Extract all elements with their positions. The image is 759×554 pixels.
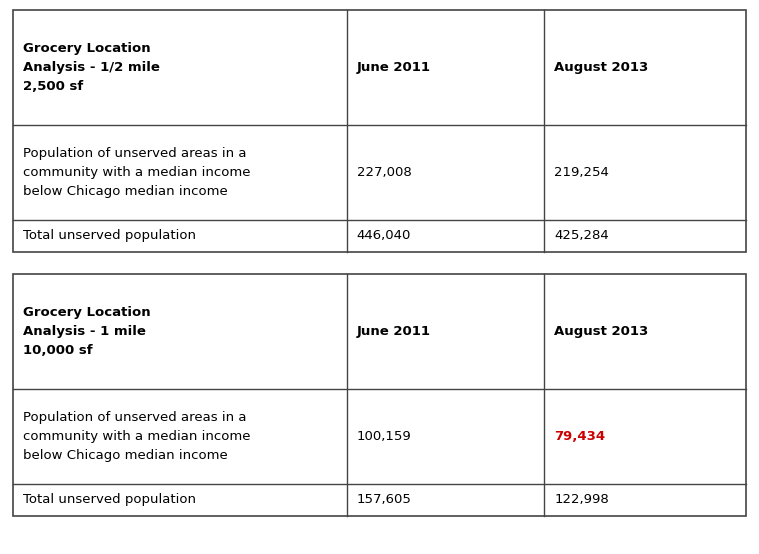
Text: Total unserved population: Total unserved population xyxy=(23,494,196,506)
Text: August 2013: August 2013 xyxy=(554,61,649,74)
Text: 79,434: 79,434 xyxy=(554,430,606,443)
Text: June 2011: June 2011 xyxy=(357,61,430,74)
Text: 425,284: 425,284 xyxy=(554,229,609,243)
Text: 157,605: 157,605 xyxy=(357,494,411,506)
Text: Population of unserved areas in a
community with a median income
below Chicago m: Population of unserved areas in a commun… xyxy=(23,411,250,462)
Bar xyxy=(13,274,746,516)
Text: Total unserved population: Total unserved population xyxy=(23,229,196,243)
Text: 446,040: 446,040 xyxy=(357,229,411,243)
Bar xyxy=(13,10,746,252)
Text: Grocery Location
Analysis - 1/2 mile
2,500 sf: Grocery Location Analysis - 1/2 mile 2,5… xyxy=(23,42,160,93)
Text: 219,254: 219,254 xyxy=(554,166,609,179)
Text: June 2011: June 2011 xyxy=(357,325,430,338)
Text: Grocery Location
Analysis - 1 mile
10,000 sf: Grocery Location Analysis - 1 mile 10,00… xyxy=(23,306,150,357)
Text: 227,008: 227,008 xyxy=(357,166,411,179)
Text: Population of unserved areas in a
community with a median income
below Chicago m: Population of unserved areas in a commun… xyxy=(23,147,250,198)
Text: August 2013: August 2013 xyxy=(554,325,649,338)
Text: 122,998: 122,998 xyxy=(554,494,609,506)
Text: 100,159: 100,159 xyxy=(357,430,411,443)
